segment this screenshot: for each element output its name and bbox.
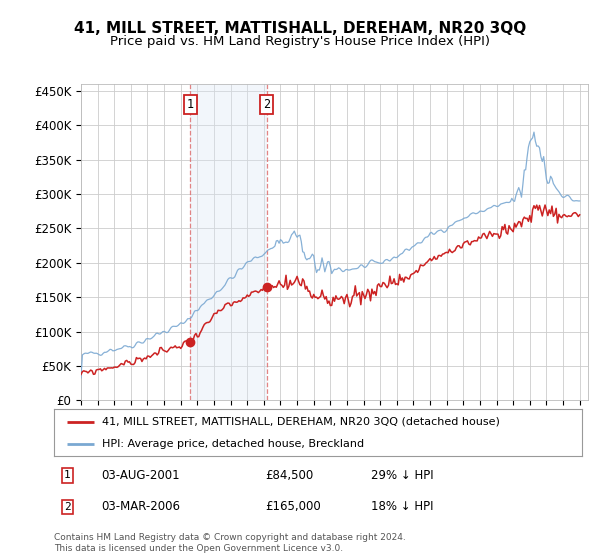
Text: £165,000: £165,000	[265, 500, 321, 514]
Bar	[190, 84, 266, 400]
Text: £84,500: £84,500	[265, 469, 313, 482]
Text: 1: 1	[187, 98, 194, 111]
Text: 41, MILL STREET, MATTISHALL, DEREHAM, NR20 3QQ (detached house): 41, MILL STREET, MATTISHALL, DEREHAM, NR…	[101, 417, 499, 427]
Text: 18% ↓ HPI: 18% ↓ HPI	[371, 500, 433, 514]
Text: 1: 1	[64, 470, 71, 480]
Text: 2: 2	[64, 502, 71, 512]
Text: Price paid vs. HM Land Registry's House Price Index (HPI): Price paid vs. HM Land Registry's House …	[110, 35, 490, 48]
Text: 41, MILL STREET, MATTISHALL, DEREHAM, NR20 3QQ: 41, MILL STREET, MATTISHALL, DEREHAM, NR…	[74, 21, 526, 36]
Text: 29% ↓ HPI: 29% ↓ HPI	[371, 469, 433, 482]
Text: Contains HM Land Registry data © Crown copyright and database right 2024.
This d: Contains HM Land Registry data © Crown c…	[54, 533, 406, 553]
Text: 2: 2	[263, 98, 270, 111]
Text: HPI: Average price, detached house, Breckland: HPI: Average price, detached house, Brec…	[101, 438, 364, 449]
Text: 03-AUG-2001: 03-AUG-2001	[101, 469, 180, 482]
Text: 03-MAR-2006: 03-MAR-2006	[101, 500, 181, 514]
